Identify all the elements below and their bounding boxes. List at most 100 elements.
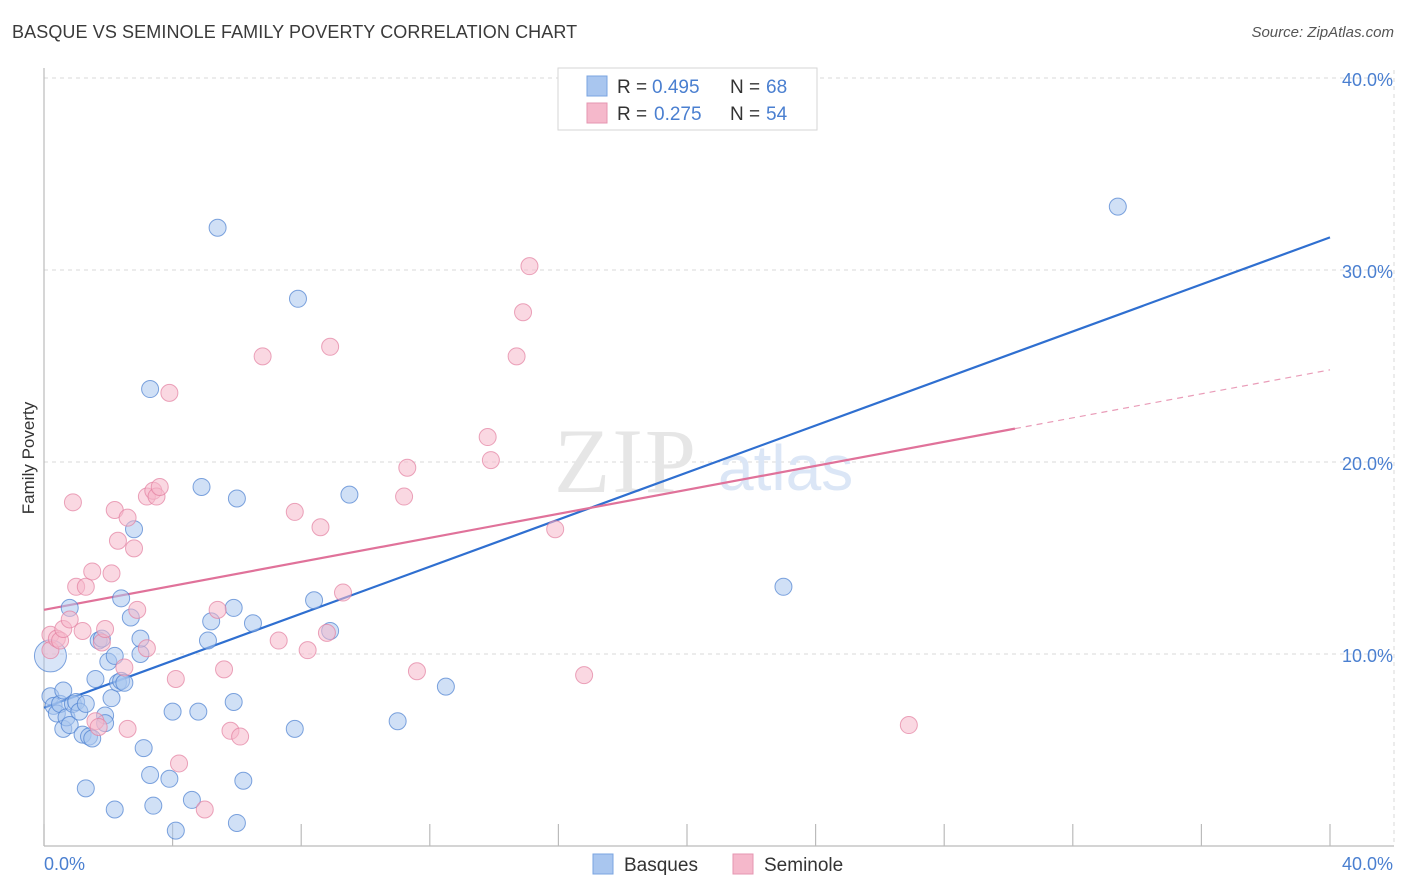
point-seminole-33	[208, 600, 227, 619]
tick-labels: 10.0% 20.0% 30.0% 40.0% 0.0% 40.0%	[44, 70, 1393, 874]
point-basques-31	[115, 673, 134, 692]
point-seminole-20	[118, 508, 137, 527]
watermark: ZIP atlas	[554, 410, 853, 512]
point-seminole-39	[285, 502, 304, 521]
point-basques-41	[163, 702, 182, 721]
point-seminole-54	[575, 666, 594, 685]
legend-swatch-seminole	[586, 102, 608, 124]
point-basques-30	[112, 589, 131, 608]
legend-r-label-basques: R =	[617, 77, 647, 98]
point-basques-37	[141, 380, 160, 399]
point-seminole-34	[215, 660, 234, 679]
point-seminole-25	[137, 639, 156, 658]
point-basques-7	[54, 681, 73, 700]
y-tick-label-3: 30.0%	[1342, 262, 1393, 282]
point-seminole-13	[89, 717, 108, 736]
point-basques-61	[436, 677, 455, 696]
point-seminole-43	[321, 337, 340, 356]
point-seminole-23	[128, 600, 147, 619]
point-basques-27	[105, 646, 124, 665]
point-basques-43	[182, 790, 201, 809]
point-seminole-28	[150, 477, 169, 496]
point-basques-56	[288, 289, 307, 308]
legend-n-value-basques: 68	[766, 77, 787, 98]
series-seminole	[41, 257, 918, 819]
point-seminole-19	[115, 658, 134, 677]
legend-n-label-basques: N =	[730, 77, 760, 98]
point-seminole-48	[478, 428, 497, 447]
point-seminole-30	[166, 669, 185, 688]
axes	[43, 68, 1394, 847]
point-seminole-10	[76, 577, 95, 596]
point-seminole-46	[398, 458, 417, 477]
point-seminole-52	[520, 257, 539, 276]
point-seminole-47	[407, 662, 426, 681]
y-tick-label-1: 10.0%	[1342, 646, 1393, 666]
point-basques-51	[227, 489, 246, 508]
point-basques-54	[243, 614, 262, 633]
point-basques-48	[208, 218, 227, 237]
point-basques-63	[1108, 197, 1127, 216]
point-basques-9	[60, 716, 79, 735]
y-tick-label-2: 20.0%	[1342, 454, 1393, 474]
bottom-legend-label-basques: Basques	[624, 855, 698, 876]
trend-line-seminole	[43, 427, 1016, 611]
point-seminole-44	[333, 583, 352, 602]
point-seminole-51	[514, 303, 533, 322]
point-seminole-37	[253, 347, 272, 366]
data-points	[33, 197, 1127, 840]
x-tick-label-min: 0.0%	[44, 854, 85, 874]
trend-line-extension-seminole	[1014, 369, 1331, 430]
point-basques-57	[305, 591, 324, 610]
point-basques-39	[144, 796, 163, 815]
point-seminole-9	[73, 621, 92, 640]
trend-lines	[43, 236, 1331, 709]
source-credit: Source: ZipAtlas.com	[1251, 24, 1394, 41]
point-basques-45	[192, 477, 211, 496]
point-basques-15	[76, 694, 95, 713]
point-seminole-55	[899, 716, 918, 735]
bottom-legend-swatch-basques	[592, 853, 614, 875]
legend: R = 0.495 N = 68 R = 0.275 N = 54	[557, 67, 818, 131]
point-seminole-41	[311, 518, 330, 537]
point-basques-62	[774, 577, 793, 596]
point-seminole-36	[231, 727, 250, 746]
x-tick-label-max: 40.0%	[1342, 854, 1393, 874]
point-seminole-42	[317, 623, 336, 642]
point-seminole-21	[118, 719, 137, 738]
point-basques-16	[76, 779, 95, 798]
y-axis-label: Family Poverty	[19, 401, 38, 514]
point-basques-50	[224, 598, 243, 617]
point-seminole-50	[507, 347, 526, 366]
point-basques-36	[134, 739, 153, 758]
series-basques	[33, 197, 1127, 840]
point-seminole-32	[195, 800, 214, 819]
trend-line-basques	[43, 236, 1331, 709]
point-seminole-29	[160, 383, 179, 402]
point-basques-42	[166, 821, 185, 840]
legend-n-value-seminole: 54	[766, 104, 788, 125]
point-seminole-7	[63, 493, 82, 512]
point-seminole-49	[481, 451, 500, 470]
point-basques-19	[86, 669, 105, 688]
watermark-atlas: atlas	[718, 432, 853, 504]
point-basques-25	[102, 689, 121, 708]
point-seminole-18	[108, 531, 127, 550]
point-basques-40	[160, 769, 179, 788]
y-tick-label-4: 40.0%	[1342, 70, 1393, 90]
point-basques-55	[285, 719, 304, 738]
point-basques-38	[141, 765, 160, 784]
watermark-zip: ZIP	[554, 410, 698, 512]
point-seminole-45	[395, 487, 414, 506]
legend-n-label-seminole: N =	[730, 104, 760, 125]
point-seminole-38	[269, 631, 288, 650]
point-seminole-22	[125, 539, 144, 558]
bottom-legend-swatch-seminole	[732, 853, 754, 875]
point-seminole-16	[102, 564, 121, 583]
chart-title: BASQUE VS SEMINOLE FAMILY POVERTY CORREL…	[12, 22, 578, 42]
bottom-legend-label-seminole: Seminole	[764, 855, 843, 876]
bottom-legend: Basques Seminole	[592, 853, 843, 876]
point-seminole-6	[60, 610, 79, 629]
legend-r-value-seminole: 0.275	[654, 104, 702, 125]
